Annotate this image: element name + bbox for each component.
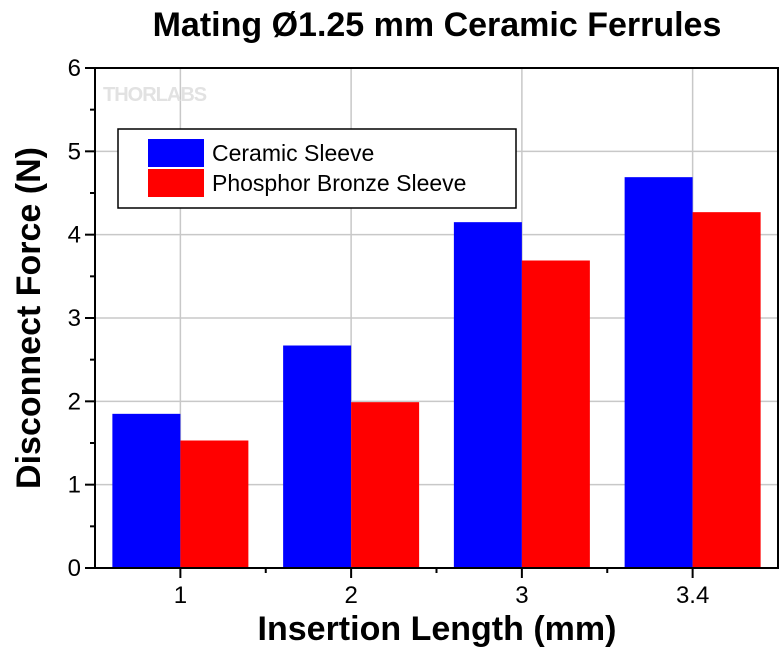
x-tick-label: 1 bbox=[174, 582, 187, 609]
x-tick-label: 3.4 bbox=[676, 582, 709, 609]
thorlabs-watermark: THORLABS bbox=[103, 84, 207, 106]
x-tick-label: 3 bbox=[515, 582, 528, 609]
bar-bronze bbox=[521, 260, 590, 568]
bar-ceramic bbox=[624, 177, 693, 568]
bar-bronze bbox=[351, 402, 420, 568]
legend-label-ceramic: Ceramic Sleeve bbox=[212, 140, 374, 166]
bar-bronze bbox=[692, 212, 761, 568]
x-tick-label: 2 bbox=[344, 582, 357, 609]
chart-title: Mating Ø1.25 mm Ceramic Ferrules bbox=[153, 6, 722, 44]
y-tick-label: 6 bbox=[68, 55, 81, 82]
bar-ceramic bbox=[112, 413, 181, 568]
legend-label-bronze: Phosphor Bronze Sleeve bbox=[212, 170, 466, 196]
y-tick-label: 0 bbox=[68, 555, 81, 582]
legend-swatch-bronze bbox=[148, 169, 204, 197]
legend-swatch-ceramic bbox=[148, 139, 204, 167]
y-axis-label: Disconnect Force (N) bbox=[10, 147, 48, 489]
bar-ceramic bbox=[283, 345, 352, 568]
bar-bronze bbox=[180, 440, 249, 568]
x-axis-label: Insertion Length (mm) bbox=[258, 610, 617, 648]
y-tick-label: 4 bbox=[68, 222, 81, 249]
y-tick-label: 1 bbox=[68, 472, 81, 499]
y-tick-label: 3 bbox=[68, 305, 81, 332]
axis-ticks: 0 1 2 3 4 5 6 1 2 3 3.4 bbox=[68, 55, 710, 609]
y-tick-label: 5 bbox=[68, 138, 81, 165]
y-tick-label: 2 bbox=[68, 388, 81, 415]
legend: Ceramic Sleeve Phosphor Bronze Sleeve bbox=[117, 128, 517, 209]
bars bbox=[112, 177, 761, 568]
bar-ceramic bbox=[453, 222, 522, 568]
